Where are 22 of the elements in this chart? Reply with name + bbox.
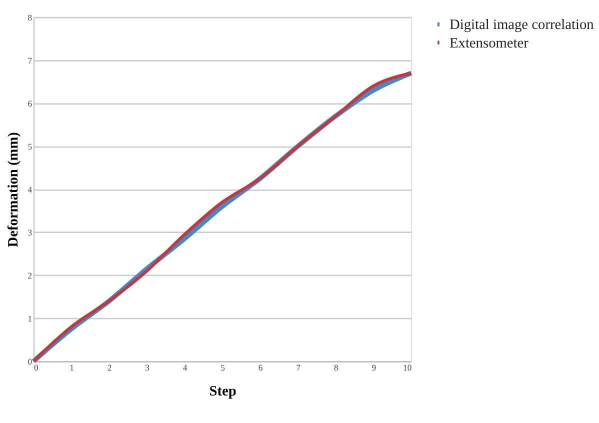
- x-tick-label: 5: [220, 362, 225, 372]
- x-tick-label: 3: [145, 362, 150, 372]
- y-tick-label: 7: [28, 56, 33, 66]
- x-tick-label: 4: [182, 362, 188, 372]
- x-axis-title: Step: [209, 383, 236, 400]
- y-tick-label: 3: [28, 228, 32, 238]
- x-tick-label: 8: [334, 362, 338, 372]
- y-tick-label: 8: [28, 12, 32, 23]
- y-tick-label: 1: [28, 314, 32, 324]
- x-tick-label: 2: [107, 362, 112, 372]
- x-tick-label: 9: [372, 362, 376, 372]
- legend-label: Extensometer: [449, 35, 529, 52]
- y-tick-label: 2: [28, 270, 32, 281]
- x-tick-label: 7: [296, 362, 302, 372]
- y-tick-label: 4: [28, 184, 33, 195]
- y-tick-label: 6: [28, 98, 33, 109]
- x-tick-label: 10: [403, 362, 412, 372]
- y-axis-title: Deformation (mm): [5, 132, 22, 248]
- y-tick-label: 5: [28, 142, 32, 152]
- x-tick-label: 1: [70, 362, 74, 372]
- legend-label: Digital image correlation: [449, 17, 594, 34]
- x-tick-label: 6: [258, 362, 264, 372]
